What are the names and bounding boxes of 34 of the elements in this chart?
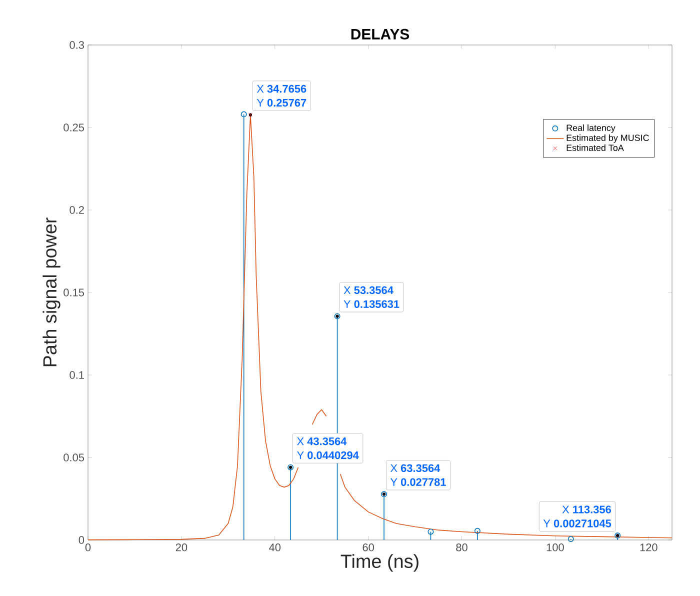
- point: [474, 528, 480, 534]
- annotation: X 113.356: [562, 506, 612, 514]
- x-axis-title: Time (ns): [340, 554, 418, 572]
- x-tick-label: 0: [85, 544, 91, 552]
- annotation: X 63.3564: [390, 464, 440, 472]
- annotation: X 34.7656: [256, 84, 306, 93]
- annotation: Y 0.0440294: [297, 451, 359, 460]
- annotation: X 43.3564: [297, 437, 347, 446]
- x-tick-label: 120: [640, 544, 658, 552]
- annotation: X 53.3564: [344, 286, 394, 294]
- y-tick-label: 0.1: [70, 371, 84, 379]
- annotation: Y 0.00271045: [543, 520, 612, 528]
- legend-label: Estimated ToA: [566, 144, 624, 151]
- y-tick-label: 0: [78, 536, 84, 544]
- x-tick-label: 40: [269, 544, 281, 552]
- annotation: Y 0.027781: [390, 478, 446, 486]
- annotation: Y 0.135631: [344, 300, 400, 308]
- annotation: Y 0.25767: [256, 98, 306, 107]
- legend-label: Estimated by MUSIC: [566, 134, 649, 143]
- point: [428, 528, 434, 535]
- y-tick-label: 0.2: [70, 206, 84, 214]
- point: [568, 536, 574, 542]
- legend-label: Real latency: [566, 124, 616, 133]
- chart-title: DELAYS: [351, 28, 410, 40]
- x-tick-label: 80: [456, 544, 468, 552]
- x-tick-label: 100: [546, 544, 564, 552]
- x-tick-label: 20: [176, 544, 188, 552]
- point: [240, 111, 247, 118]
- x-tick-label: 60: [362, 544, 374, 552]
- y-tick-label: 0.15: [64, 288, 84, 296]
- y-tick-label: 0.25: [64, 124, 84, 132]
- y-axis-title: Path signal power: [42, 218, 60, 366]
- y-tick-label: 0.05: [64, 454, 84, 462]
- y-tick-label: 0.3: [70, 41, 84, 49]
